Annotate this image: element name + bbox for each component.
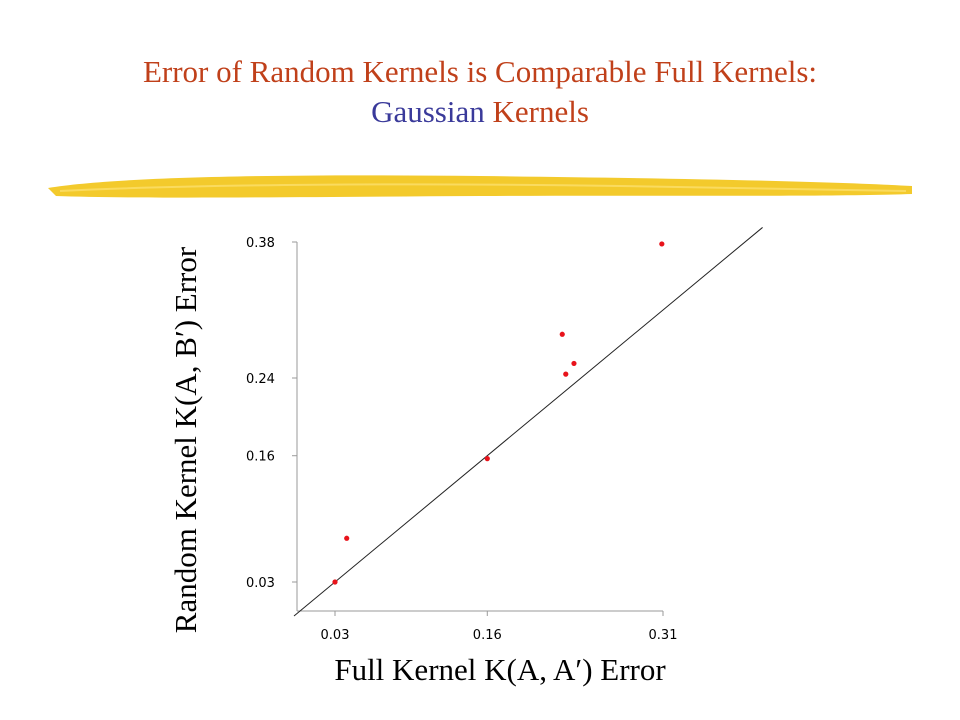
data-point [559, 331, 565, 337]
data-point [332, 579, 338, 585]
data-point [563, 371, 569, 377]
y-tick-label: 0.24 [246, 372, 275, 387]
y-tick-label: 0.38 [246, 236, 275, 251]
slide-title: Error of Random Kernels is Comparable Fu… [0, 52, 960, 132]
data-point [659, 241, 665, 247]
title-line-1: Error of Random Kernels is Comparable Fu… [142, 54, 818, 89]
y-ticks: 0.38 0.24 0.16 0.03 [246, 236, 297, 591]
data-point [484, 456, 490, 462]
data-point [344, 535, 350, 541]
reference-line-y-equals-x [293, 227, 763, 617]
x-tick-label: 0.31 [649, 628, 678, 643]
x-ticks: 0.03 0.16 0.31 [321, 611, 678, 643]
x-tick-label: 0.03 [321, 628, 350, 643]
title-word-gaussian: Gaussian [371, 94, 485, 129]
x-axis-label: Full Kernel K(A, A′) Error [334, 652, 666, 687]
y-tick-label: 0.03 [246, 576, 275, 591]
data-points [332, 241, 665, 585]
title-line-2: Gaussian Kernels [0, 92, 960, 132]
data-point [571, 360, 577, 367]
y-tick-label: 0.16 [246, 450, 275, 465]
y-axis-label: Random Kernel K(A, B′) Error [168, 246, 203, 634]
title-word-kernels: Kernels [484, 94, 589, 129]
x-tick-label: 0.16 [473, 628, 502, 643]
